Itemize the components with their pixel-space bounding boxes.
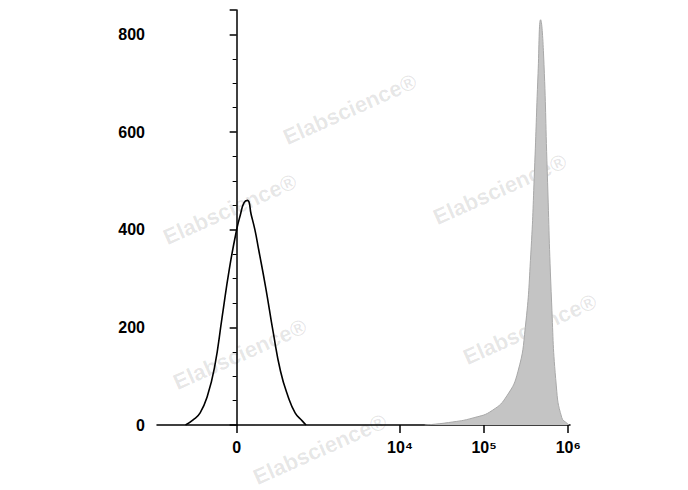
svg-text:400: 400 — [118, 221, 145, 238]
svg-text:Elabscience®: Elabscience® — [169, 314, 310, 395]
svg-text:Elabscience®: Elabscience® — [279, 69, 420, 150]
svg-text:200: 200 — [118, 319, 145, 336]
svg-text:Elabscience®: Elabscience® — [459, 288, 601, 370]
svg-text:Elabscience®: Elabscience® — [249, 409, 390, 490]
svg-text:10⁵: 10⁵ — [471, 439, 496, 456]
svg-text:800: 800 — [118, 26, 145, 43]
svg-text:10⁴: 10⁴ — [387, 439, 413, 456]
svg-text:0: 0 — [136, 417, 145, 434]
svg-text:Elabscience®: Elabscience® — [159, 169, 300, 250]
svg-text:Elabscience®: Elabscience® — [429, 149, 570, 230]
svg-text:10⁶: 10⁶ — [556, 439, 581, 456]
svg-text:600: 600 — [118, 124, 145, 141]
svg-text:0: 0 — [232, 439, 241, 456]
